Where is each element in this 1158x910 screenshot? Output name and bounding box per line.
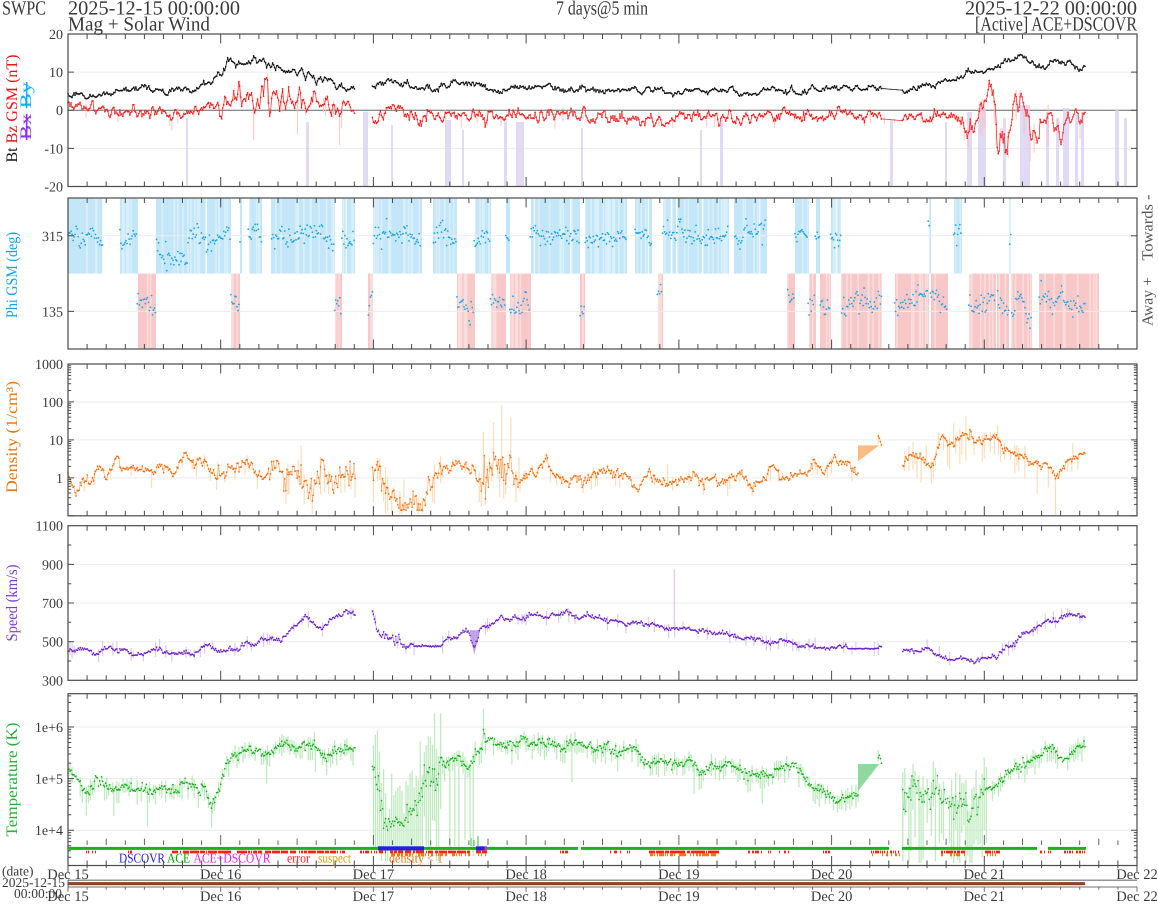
svg-text:2025-12-15 00:00:00: 2025-12-15 00:00:00 [68,0,240,20]
svg-text:1e+6: 1e+6 [35,721,63,736]
svg-text:Dec 19: Dec 19 [658,867,699,883]
svg-text:suspect: suspect [318,851,351,866]
svg-text:1000: 1000 [35,358,63,373]
svg-text:Dec 15: Dec 15 [47,889,88,905]
svg-text:Towards -: Towards - [1140,195,1157,261]
svg-text:Dec 17: Dec 17 [353,867,394,883]
svg-text:Dec 15: Dec 15 [47,867,88,883]
svg-text:100: 100 [42,396,63,411]
svg-text:1100: 1100 [36,520,63,535]
svg-text:700: 700 [42,597,63,612]
svg-text:900: 900 [42,558,63,573]
svg-text:1e+4: 1e+4 [35,824,63,839]
svg-text:135: 135 [42,305,63,320]
svg-text:Dec 22: Dec 22 [1116,867,1157,883]
svg-text:Dec 21: Dec 21 [964,889,1005,905]
svg-text:Temperature (K): Temperature (K) [4,723,21,837]
svg-text:20: 20 [49,28,63,43]
svg-text:2025-12-22 00:00:00: 2025-12-22 00:00:00 [965,0,1137,20]
svg-text:Phi GSM (deg): Phi GSM (deg) [4,232,21,318]
svg-text:500: 500 [42,636,63,651]
svg-text:7 days@5 min: 7 days@5 min [556,0,648,20]
svg-text:Dec 19: Dec 19 [658,889,699,905]
svg-text:Dec 20: Dec 20 [811,867,852,883]
svg-text:Dec 18: Dec 18 [505,867,546,883]
svg-text:-20: -20 [44,181,63,196]
svg-text:Mag + Solar Wind: Mag + Solar Wind [68,14,210,36]
svg-text:Dec 20: Dec 20 [811,889,852,905]
svg-text:DSCOVR: DSCOVR [119,851,165,866]
svg-text:-10: -10 [44,142,63,157]
svg-text:Dec 16: Dec 16 [200,889,241,905]
svg-text:Dec 22: Dec 22 [1116,889,1157,905]
svg-text:(date): (date) [2,864,33,879]
svg-text:ACE: ACE [167,851,190,866]
svg-text:0: 0 [56,104,63,119]
svg-text:ACE+DSCOVR: ACE+DSCOVR [194,851,271,866]
svg-text:[Active] ACE+DSCOVR: [Active] ACE+DSCOVR [975,14,1138,36]
svg-text:1e+5: 1e+5 [35,773,63,788]
svg-text:Dec 17: Dec 17 [353,889,394,905]
svg-text:Density (1/cm³): Density (1/cm³) [4,381,21,493]
svg-text:10: 10 [49,66,63,81]
svg-text:2025-12-15: 2025-12-15 [2,875,65,890]
svg-text:Dec 16: Dec 16 [200,867,241,883]
svg-text:error: error [287,851,310,866]
svg-text:00:00:00: 00:00:00 [14,886,62,901]
svg-text:density < 1: density < 1 [389,851,443,866]
svg-text:10: 10 [49,434,63,449]
svg-text:300: 300 [42,674,63,689]
svg-text:SWPC: SWPC [2,0,46,20]
svg-text:Dec 18: Dec 18 [505,889,546,905]
svg-text:Dec 21: Dec 21 [964,867,1005,883]
svg-text:Bx By: Bx By [18,82,35,140]
svg-text:Bt Bz GSM (nT): Bt Bz GSM (nT) [4,55,21,163]
svg-text:1: 1 [56,472,63,487]
svg-text:Speed (km/s): Speed (km/s) [4,565,21,642]
svg-text:Away +: Away + [1140,277,1157,326]
svg-text:315: 315 [42,230,63,245]
